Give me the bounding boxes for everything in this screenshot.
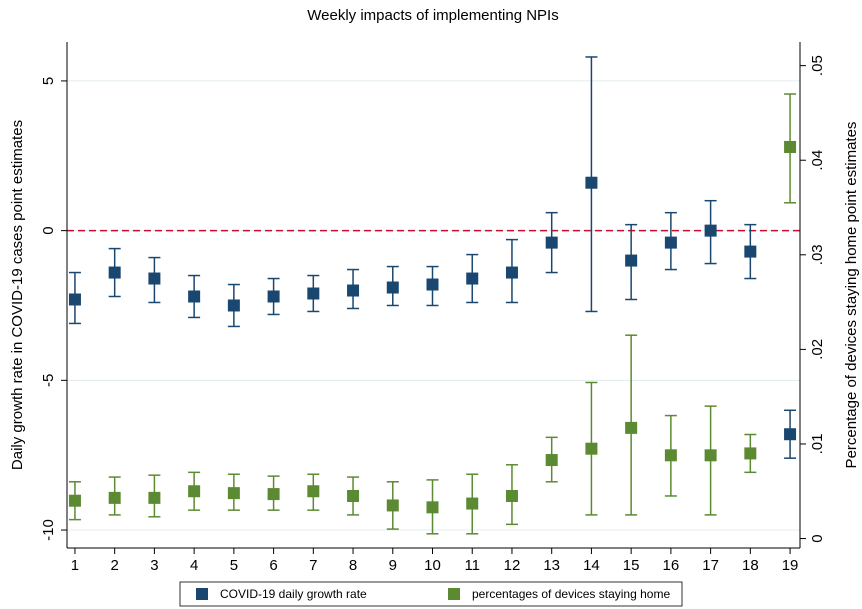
chart-title: Weekly impacts of implementing NPIs	[307, 7, 558, 24]
point-marker	[68, 494, 81, 507]
x-tick-label: 19	[782, 557, 799, 574]
y2-axis-label: Percentage of devices staying home point…	[843, 122, 860, 469]
x-tick-label: 18	[742, 557, 759, 574]
y2-tick-label: .04	[809, 150, 826, 171]
point-marker	[784, 428, 797, 441]
point-marker	[744, 245, 757, 258]
point-marker	[664, 449, 677, 462]
y-axis-label: Daily growth rate in COVID-19 cases poin…	[9, 120, 26, 470]
legend-box	[179, 581, 683, 607]
legend-swatch	[196, 588, 208, 600]
x-tick-label: 9	[389, 557, 397, 574]
point-marker	[68, 293, 81, 306]
point-marker	[466, 272, 479, 285]
point-marker	[704, 224, 717, 237]
x-tick-label: 8	[349, 557, 357, 574]
point-marker	[585, 176, 598, 189]
x-tick-label: 10	[424, 557, 441, 574]
point-marker	[307, 485, 320, 498]
point-marker	[227, 299, 240, 312]
point-marker	[188, 290, 201, 303]
point-marker	[545, 454, 558, 467]
x-tick-label: 3	[150, 557, 158, 574]
x-tick-label: 6	[269, 557, 277, 574]
x-tick-label: 12	[504, 557, 521, 574]
x-tick-label: 13	[543, 557, 560, 574]
point-marker	[386, 499, 399, 512]
point-marker	[386, 281, 399, 294]
x-tick-label: 5	[230, 557, 238, 574]
x-tick-label: 14	[583, 557, 600, 574]
point-marker	[307, 287, 320, 300]
x-tick-label: 15	[623, 557, 640, 574]
point-marker	[545, 236, 558, 249]
y-tick-label: 5	[40, 77, 57, 85]
point-marker	[585, 442, 598, 455]
x-tick-label: 17	[702, 557, 719, 574]
point-marker	[188, 485, 201, 498]
x-tick-label: 11	[464, 557, 480, 574]
point-marker	[426, 501, 439, 514]
y2-tick-label: .02	[809, 339, 826, 360]
y-tick-label: 0	[40, 226, 57, 234]
point-marker	[505, 489, 518, 502]
x-tick-label: 1	[71, 557, 79, 574]
y2-tick-label: .01	[809, 434, 826, 455]
point-marker	[108, 266, 121, 279]
point-marker	[347, 489, 360, 502]
point-marker	[108, 491, 121, 504]
point-marker	[625, 254, 638, 267]
point-marker	[347, 284, 360, 297]
x-tick-label: 7	[309, 557, 317, 574]
point-marker	[148, 272, 161, 285]
point-marker	[148, 491, 161, 504]
point-marker	[664, 236, 677, 249]
y2-tick-label: 0	[809, 534, 826, 542]
point-marker	[784, 140, 797, 153]
point-marker	[267, 488, 280, 501]
y2-tick-label: .05	[809, 55, 826, 76]
point-marker	[267, 290, 280, 303]
point-marker	[466, 497, 479, 510]
point-marker	[704, 449, 717, 462]
y2-tick-label: .03	[809, 244, 826, 265]
y-tick-label: -10	[40, 519, 57, 541]
point-marker	[426, 278, 439, 291]
point-marker	[744, 447, 757, 460]
x-tick-label: 2	[111, 557, 119, 574]
legend-swatch	[448, 588, 460, 600]
point-marker	[227, 487, 240, 500]
point-marker	[505, 266, 518, 279]
legend-label: COVID-19 daily growth rate	[220, 587, 367, 601]
legend-label: percentages of devices staying home	[472, 587, 670, 601]
x-tick-label: 4	[190, 557, 198, 574]
x-tick-label: 16	[663, 557, 680, 574]
point-marker	[625, 421, 638, 434]
y-tick-label: -5	[40, 374, 57, 387]
